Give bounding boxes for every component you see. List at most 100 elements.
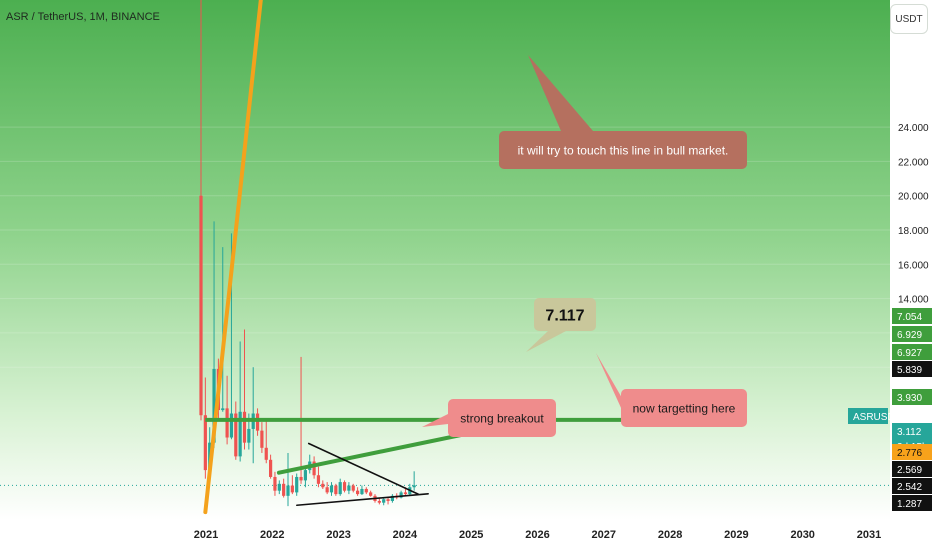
x-tick-label: 2029 <box>724 529 748 541</box>
price-tag-label: 2.569 <box>897 465 922 476</box>
callout-box[interactable] <box>499 131 747 169</box>
callout-box[interactable] <box>534 298 596 331</box>
candle-body <box>312 461 316 476</box>
price-tag-label: 5.839 <box>897 365 922 376</box>
candle-body <box>303 470 307 481</box>
candle-body <box>360 488 364 495</box>
price-tag <box>892 344 932 360</box>
price-tag-label: 7.054 <box>897 312 922 323</box>
candle-body <box>364 488 368 493</box>
candle-body <box>203 415 207 471</box>
candle-body <box>255 413 260 431</box>
symbol-title: ASR / TetherUS, 1M, BINANCE <box>6 11 160 23</box>
candle-body <box>238 411 242 457</box>
callout-pointer <box>526 331 566 352</box>
x-tick-label: 2022 <box>260 529 284 541</box>
candle-body <box>229 413 234 438</box>
price-tag-label: 6.929 <box>897 330 922 341</box>
currency-button[interactable]: USDT <box>890 4 928 34</box>
candle-body <box>316 475 321 484</box>
candle-body <box>212 368 216 443</box>
annotations: it will try to touch this line in bull m… <box>422 55 747 437</box>
candle-body <box>273 476 277 491</box>
candle-body <box>403 492 408 495</box>
candle-body <box>269 459 273 477</box>
price-tag-label: 3.930 <box>897 393 922 404</box>
candle-body <box>390 495 394 501</box>
x-tick-label: 2027 <box>592 529 616 541</box>
candle-body <box>290 485 294 493</box>
price-tag <box>892 326 932 342</box>
candle-body <box>295 476 299 493</box>
callout-text: strong breakout <box>460 411 544 425</box>
candle-body <box>199 195 203 416</box>
price-tag <box>892 308 932 324</box>
price-tag-label: 1.287 <box>897 499 922 510</box>
triangle-trendline[interactable] <box>307 442 419 495</box>
callout-pointer <box>528 55 593 131</box>
candle-body <box>264 447 268 460</box>
price-tag-label: 3.112 <box>897 427 922 438</box>
callout-box[interactable] <box>448 399 556 437</box>
candle-body <box>369 492 373 496</box>
callout-pointer <box>596 353 622 410</box>
y-tick-label: 22.000 <box>898 157 929 168</box>
candle-body <box>386 499 390 501</box>
candle-body <box>399 492 403 498</box>
candle-body <box>260 430 264 448</box>
candle-body <box>347 485 351 491</box>
y-tick-label: 16.000 <box>898 260 929 271</box>
candle-body <box>221 408 225 411</box>
price-tag-label: 6.927 <box>897 348 922 359</box>
candle-body <box>234 413 238 457</box>
price-tag-label: ASRUSDT <box>853 412 901 423</box>
plot-background <box>0 0 890 520</box>
time-axis: 2021 2022 2023 2024 2025 2026 2027 2028 2029 2030… <box>194 529 881 541</box>
candle-body <box>242 411 247 443</box>
price-tag <box>892 461 932 477</box>
y-tick-label: 24.000 <box>898 123 929 134</box>
y-tick-label: 20.000 <box>898 192 929 203</box>
price-tag <box>892 444 932 460</box>
symbol-price-tag <box>848 408 888 424</box>
x-tick-label: 2025 <box>459 529 483 541</box>
triangle-trendline[interactable] <box>296 492 429 507</box>
x-tick-label: 2023 <box>326 529 350 541</box>
candle-body <box>282 483 286 496</box>
candle-body <box>377 500 381 503</box>
candle-body <box>382 499 386 503</box>
callout-text: now targetting here <box>633 401 736 415</box>
price-tag <box>892 495 932 511</box>
candle-body <box>334 485 338 495</box>
candle-body <box>299 476 303 481</box>
price-tag-label: 2.542 <box>897 482 922 493</box>
candle-body <box>412 485 416 488</box>
candle-body <box>356 490 360 495</box>
price-tag <box>892 478 932 494</box>
callout-text: it will try to touch this line in bull m… <box>518 143 729 157</box>
candle-body <box>325 487 329 493</box>
y-tick-label: 14.000 <box>898 295 929 306</box>
price-tag <box>892 361 932 377</box>
callout-text: 7.117 <box>545 307 584 324</box>
price-tag-label: 2.776 <box>897 448 922 459</box>
candle-body <box>342 482 347 491</box>
price-tags: 7.0546.9296.9275.8393.930ASRUSDT3.1123d … <box>848 308 932 511</box>
candle-body <box>225 408 229 438</box>
callout-box[interactable] <box>621 389 747 427</box>
x-tick-label: 2031 <box>857 529 881 541</box>
candle-body <box>277 483 281 491</box>
price-tag <box>892 423 932 439</box>
y-tick-label: 18.000 <box>898 226 929 237</box>
x-tick-label: 2026 <box>525 529 549 541</box>
price-tag <box>892 389 932 405</box>
x-tick-label: 2024 <box>393 529 418 541</box>
candle-body <box>351 485 355 491</box>
candle-body <box>321 483 325 488</box>
x-tick-label: 2028 <box>658 529 682 541</box>
candle-body <box>247 428 251 443</box>
candle-body <box>338 482 342 495</box>
callout-pointer <box>422 414 448 427</box>
